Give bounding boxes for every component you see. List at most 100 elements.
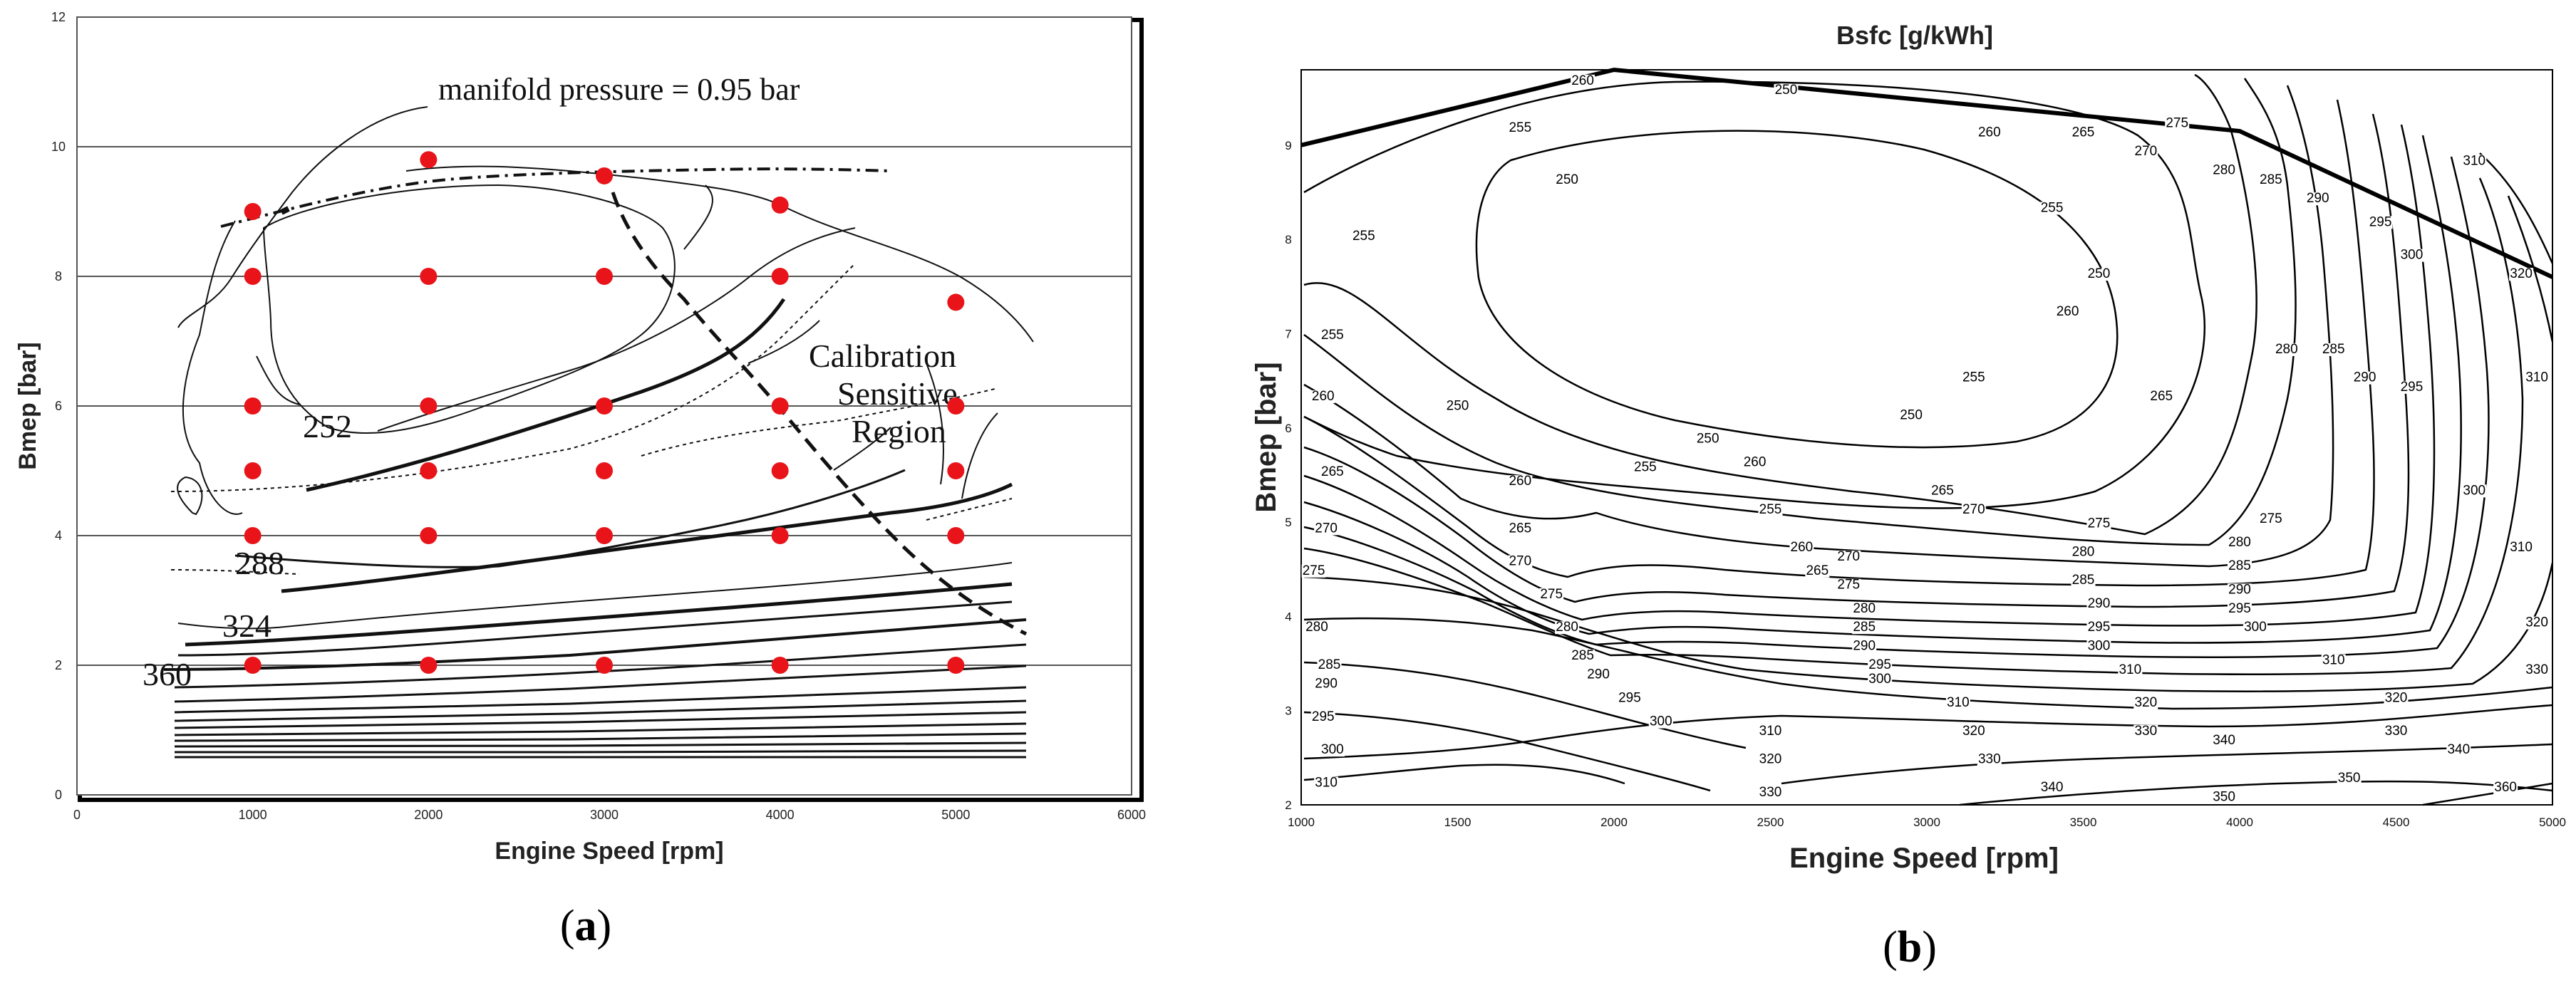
calibration-label-line1: Calibration: [809, 338, 956, 374]
panel-b-contour-label: 310: [1759, 724, 1782, 739]
panel-b-contour-label-bg: [1961, 503, 1986, 516]
panel-a-x-tick-label: 0: [73, 808, 81, 822]
panel-a-y-tick-label: 12: [51, 10, 66, 24]
panel-b-contour-label-bg: [2039, 202, 2064, 215]
panel-b-contour-label-bg: [2525, 371, 2550, 385]
panel-b-contour-label: 275: [1303, 563, 1325, 578]
panel-b-contour-label: 285: [1318, 657, 1341, 672]
panel-a-y-axis-label: Bmep [bar]: [14, 342, 41, 469]
panel-b-contour-label: 310: [2463, 153, 2486, 168]
panel-a-label-letter: a: [575, 902, 597, 950]
panel-a-operating-point: [244, 397, 262, 415]
panel-a-operating-point: [420, 268, 438, 285]
panel-a-x-tick-label: 1000: [239, 808, 267, 822]
panel-b-contour-label: 320: [2510, 266, 2533, 281]
panel-b-contour-label-bg: [1758, 503, 1783, 516]
panel-b-contour-label: 260: [1509, 474, 1531, 489]
panel-b-contour-label-bg: [2399, 249, 2424, 262]
panel-b-contour-label-bg: [1868, 673, 1893, 686]
panel-b-contour-label: 255: [1352, 229, 1375, 244]
panel-b-contour-label-bg: [1555, 173, 1580, 187]
panel-b-contour-label-bg: [1445, 400, 1470, 413]
panel-b-y-tick-label: 7: [1285, 327, 1291, 340]
panel-b-contour-label-bg: [2493, 781, 2518, 795]
panel-b-contour-label-bg: [1320, 465, 1345, 479]
panel-b-contour-label: 255: [1321, 328, 1344, 343]
panel-a-operating-point: [244, 527, 262, 544]
panel-b-contour-label: 290: [2307, 191, 2329, 206]
panel-b-contour-label: 320: [2525, 615, 2548, 630]
panel-a-operating-point: [244, 268, 262, 285]
panel-a-operating-point: [596, 397, 613, 415]
panel-b-contour-label: 260: [2057, 304, 2079, 319]
panel-b-contour-label: 300: [1321, 742, 1344, 757]
panel-a-operating-point: [244, 462, 262, 479]
panel-b-contour-label-bg: [1852, 621, 1877, 635]
panel-a-operating-point: [771, 527, 789, 544]
panel-b-contour-label: 270: [1837, 549, 1860, 564]
panel-b-contour-label-bg: [1310, 710, 1335, 724]
panel-b-contour-label: 290: [1315, 677, 1338, 692]
panel-b-contour-label: 320: [1962, 724, 1985, 739]
panel-a-operating-point: [420, 527, 438, 544]
panel-b-contour-label-bg: [2086, 598, 2111, 611]
panel-b-contour-label: 280: [2228, 535, 2251, 550]
panel-a-operating-point: [947, 293, 965, 311]
panel-b-contour-label: 310: [2525, 370, 2548, 385]
panel-b-label-open: (: [1883, 923, 1898, 972]
panel-b-contour-label-bg: [1805, 564, 1830, 578]
panel-a-operating-point: [420, 462, 438, 479]
panel-b-contour-label-bg: [2071, 574, 2096, 588]
panel-b-contour-label-bg: [2228, 536, 2252, 550]
panel-b-contour-label-bg: [1586, 668, 1611, 682]
panel-a-y-tick-label: 8: [55, 269, 62, 283]
panel-b-contour-label-bg: [1320, 329, 1345, 343]
panel-a-operating-point: [596, 167, 613, 184]
panel-b-contour-label-bg: [2228, 602, 2252, 615]
panel-b-contour-label-bg: [2133, 724, 2158, 738]
panel-a-operating-point: [947, 657, 965, 674]
panel-b-contour-label: 295: [2401, 380, 2424, 395]
contour-label-288: 288: [235, 545, 284, 581]
panel-b-contour-label: 260: [1571, 73, 1594, 88]
panel-b-x-tick-label: 3500: [2070, 816, 2097, 829]
panel-a-y-tick-label: 6: [55, 399, 62, 413]
panel-b-contour-label-bg: [2258, 173, 2283, 187]
panel-b-ticks: 1000 1500 2000 2500 3000 3500 4000 4500 5000 2 3 4 5…: [1285, 139, 2566, 829]
panel-b-contour-label-bg: [1508, 475, 1533, 489]
panel-b-label-letter: b: [1898, 923, 1922, 972]
panel-a-y-tick-label: 4: [55, 528, 62, 543]
panel-a-x-tick-label: 2000: [414, 808, 443, 822]
panel-b-contour-label: 255: [1509, 120, 1531, 135]
panel-b-contour-label: 330: [1759, 785, 1782, 800]
panel-b-contour-label: 330: [2134, 724, 2157, 739]
panel-a-operating-point: [947, 527, 965, 544]
panel-b-contour-label-bg: [2133, 697, 2158, 710]
panel-b-contour-label: 300: [2401, 248, 2424, 263]
panel-b-contour-label-bg: [2462, 155, 2487, 168]
panel-b-contour-label: 330: [2385, 724, 2408, 739]
panel-b-contour-label: 280: [1853, 601, 1876, 616]
panel-b-contour-labels: 260 255 250 255 250 255 250 250 250 255 260 265 250 2…: [1301, 73, 2550, 804]
panel-b-contour-label: 250: [1697, 432, 1719, 447]
panel-b-contour-label-bg: [1899, 409, 1924, 422]
panel-b-contour-label: 280: [1556, 620, 1578, 635]
panel-b-label-close: ): [1922, 923, 1937, 972]
panel-b-contour-label-bg: [1836, 551, 1861, 563]
panel-a-y-tick-label: 2: [55, 658, 62, 672]
panel-a-contour-lines: [163, 106, 1034, 759]
panel-b-contour-label-bg: [1314, 522, 1339, 536]
panel-b-contour-label: 340: [2041, 780, 2064, 795]
panel-b-contour-label-bg: [1961, 724, 1986, 738]
panel-b-contour-label: 270: [1962, 502, 1985, 517]
panel-b-contour-label: 280: [2275, 342, 2298, 357]
panel-b-contour-label-bg: [1774, 84, 1799, 98]
panel-b-contour-label: 265: [2150, 389, 2173, 404]
panel-b-contour-label-bg: [2337, 771, 2362, 785]
panel-b-contour-label: 280: [2213, 163, 2235, 178]
panel-b-contour-label: 275: [2166, 115, 2188, 130]
panel-b-contour-label-bg: [2071, 546, 2096, 559]
panel-b-x-tick-label: 1500: [1444, 816, 1471, 829]
panel-a-operating-point: [420, 397, 438, 415]
panel-b-contour-label-bg: [2228, 560, 2252, 573]
